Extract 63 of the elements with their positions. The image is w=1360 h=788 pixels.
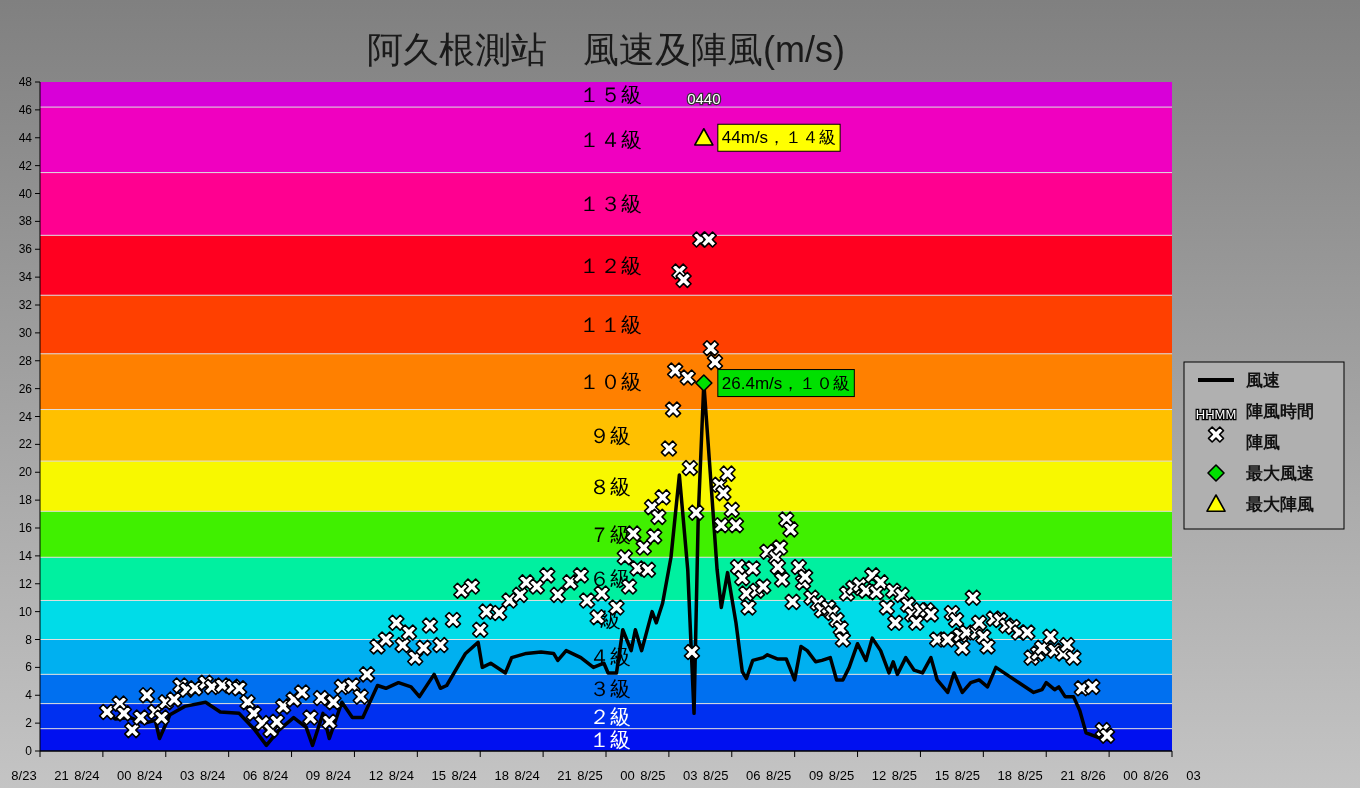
band-label: １５級 xyxy=(578,83,642,107)
y-tick-label: 18 xyxy=(18,493,33,508)
x-tick-label: 8/25 21 xyxy=(1017,768,1075,783)
y-tick-label: 4 xyxy=(25,688,33,703)
legend-label: 最大陣風 xyxy=(1245,495,1314,514)
x-tick-label: 8/25 09 xyxy=(765,768,824,783)
y-tick-label: 14 xyxy=(18,548,33,563)
band-label: １級 xyxy=(589,728,631,752)
y-tick-label: 34 xyxy=(18,270,33,285)
y-tick-label: 38 xyxy=(18,214,33,229)
y-tick-label: 28 xyxy=(18,353,33,368)
y-tick-label: 26 xyxy=(18,381,33,396)
x-tick-label: 8/25 12 xyxy=(828,768,887,783)
band-label: ９級 xyxy=(589,423,631,447)
y-tick-label: 46 xyxy=(18,102,33,117)
y-tick-label: 6 xyxy=(25,660,33,675)
band-label: ３級 xyxy=(589,677,631,701)
band-label: １０級 xyxy=(578,370,642,394)
data-label: 44m/s，１４級 xyxy=(721,128,837,148)
chart-title: 阿久根測站 風速及陣風(m/s) xyxy=(367,29,845,70)
legend-label: 最大風速 xyxy=(1245,464,1314,483)
y-tick-label: 36 xyxy=(18,242,33,257)
y-tick-label: 42 xyxy=(18,158,33,173)
band-label: １１級 xyxy=(578,313,642,337)
annotation: 0440 xyxy=(687,89,721,107)
y-tick-label: 8 xyxy=(25,632,33,647)
y-tick-label: 44 xyxy=(18,130,33,145)
legend-label: 陣風時間陣風 xyxy=(1246,402,1314,452)
y-tick-label: 48 xyxy=(18,75,33,89)
x-tick-label: 8/26 03 xyxy=(1143,768,1201,783)
y-tick-label: 16 xyxy=(18,521,33,535)
data-label: 26.4m/s，１０級 xyxy=(721,373,851,393)
band-label: ２級 xyxy=(589,704,631,728)
x-tick-label: 8/24 09 xyxy=(262,768,321,783)
x-tick-label: 8/24 15 xyxy=(388,768,447,783)
legend-label: 風速 xyxy=(1245,371,1280,390)
x-tick-label: 8/26 00 xyxy=(1080,768,1138,783)
y-tick-label: 32 xyxy=(18,298,33,312)
band-label: １４級 xyxy=(578,128,642,152)
x-tick-label: 8/23 21 xyxy=(11,768,69,783)
y-tick-label: 22 xyxy=(18,437,33,452)
x-tick-label: 8/24 12 xyxy=(325,768,384,783)
x-tick-label: 8/24 18 xyxy=(451,768,509,783)
x-tick-label: 8/24 03 xyxy=(137,768,195,783)
y-tick-label: 12 xyxy=(18,576,33,591)
x-tick-label: 8/24 21 xyxy=(514,768,572,783)
band-label: ８級 xyxy=(589,474,631,498)
y-tick-label: 10 xyxy=(18,604,33,619)
band-label: １３級 xyxy=(578,192,642,216)
x-tick-label: 8/25 00 xyxy=(577,768,635,783)
y-tick-label: 20 xyxy=(18,465,33,480)
x-tick-label: 8/25 06 xyxy=(703,768,761,783)
y-tick-label: 2 xyxy=(25,716,33,731)
x-tick-label: 8/25 18 xyxy=(954,768,1013,783)
x-tick-label: 8/25 15 xyxy=(891,768,950,783)
x-tick-label: 8/24 00 xyxy=(74,768,132,783)
x-tick-label: 8/24 06 xyxy=(199,768,258,783)
y-tick-label: 24 xyxy=(18,409,33,424)
y-tick-label: 40 xyxy=(18,186,33,201)
x-tick-label: 8/25 03 xyxy=(640,768,698,783)
band-label: １２級 xyxy=(578,253,642,277)
y-tick-label: 30 xyxy=(18,325,33,340)
y-tick-label: 0 xyxy=(25,744,33,758)
